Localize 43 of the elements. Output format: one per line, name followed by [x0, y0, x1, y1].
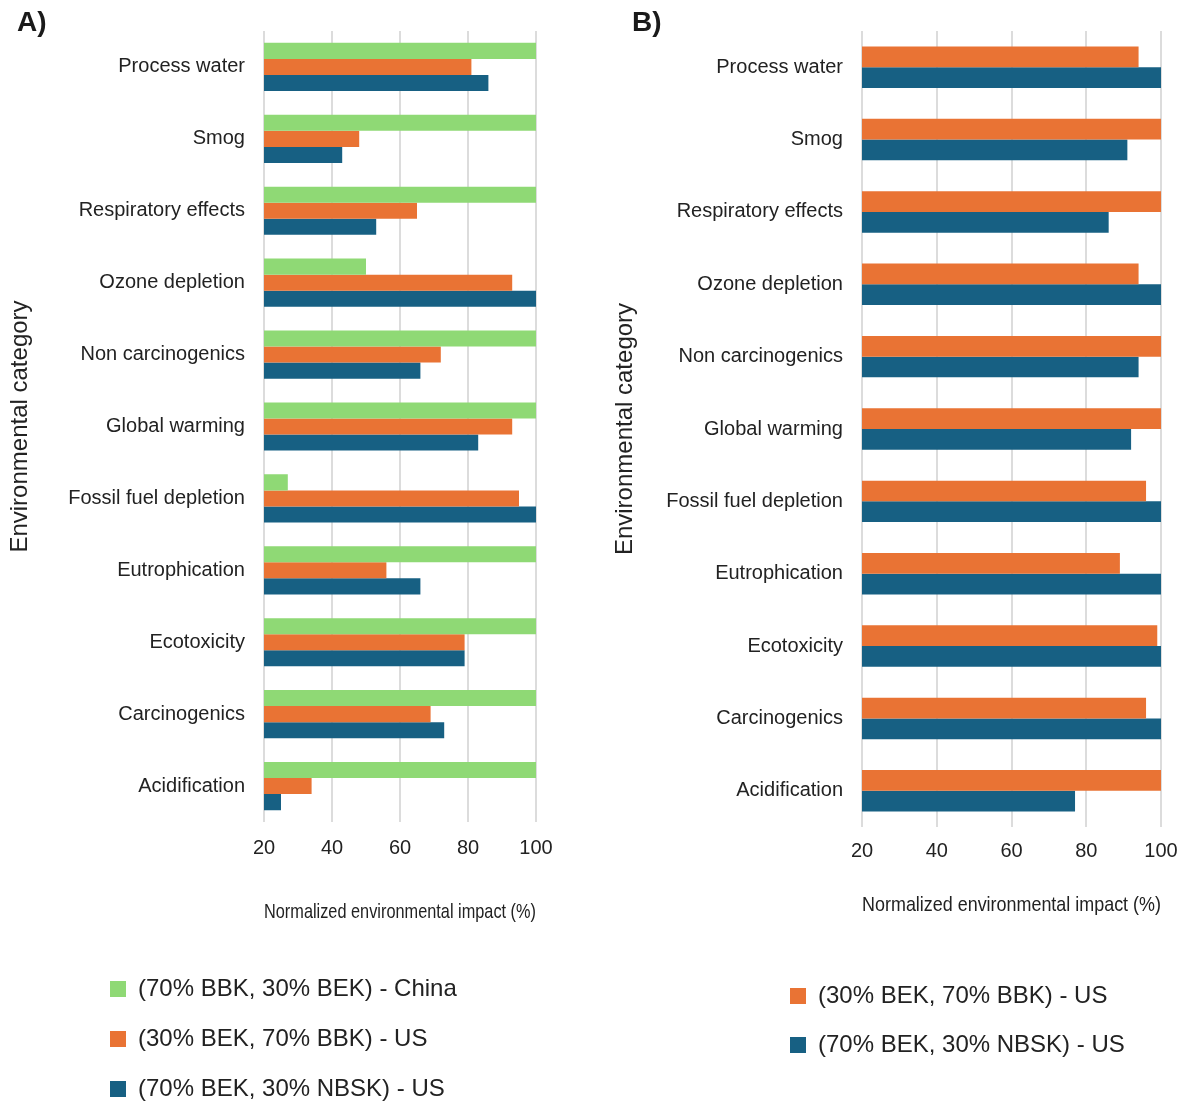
- y-tick-label: Global warming: [704, 416, 843, 439]
- y-tick-label: Eutrophication: [117, 557, 245, 580]
- y-tick-label: Eutrophication: [715, 561, 843, 584]
- y-tick-label: Ozone depletion: [697, 271, 843, 294]
- y-axis-title: Environmental category: [610, 302, 638, 556]
- x-tick-label: 80: [456, 835, 480, 858]
- y-tick-label: Respiratory effects: [676, 199, 843, 222]
- x-axis-title: Normalized environmental impact (%): [264, 898, 536, 922]
- y-tick-label: Non carcinogenics: [80, 342, 245, 365]
- y-tick-label: Ecotoxicity: [747, 633, 843, 656]
- y-tick-label: Acidification: [138, 773, 245, 796]
- x-tick-label: 20: [252, 835, 276, 858]
- x-tick-label: 40: [925, 838, 948, 861]
- y-tick-label: Ozone depletion: [99, 270, 245, 293]
- y-tick-label: Fossil fuel depletion: [666, 488, 843, 511]
- y-axis-title: Environmental category: [5, 300, 33, 553]
- y-tick-label: Carcinogenics: [118, 701, 245, 724]
- legend-label: (70% BEK, 30% NBSK) - US: [138, 1073, 445, 1101]
- x-tick-label: 100: [1144, 838, 1178, 861]
- y-tick-label: Acidification: [736, 778, 843, 801]
- x-tick-label: 60: [1000, 838, 1023, 861]
- legend-label: (70% BEK, 30% NBSK) - US: [818, 1029, 1125, 1057]
- x-axis-title: Normalized environmental impact (%): [862, 892, 1161, 915]
- legend-label: (30% BEK, 70% BBK) - US: [818, 980, 1108, 1008]
- chart-title: B): [632, 6, 662, 37]
- legend-label: (30% BEK, 70% BBK) - US: [138, 1023, 428, 1051]
- x-tick-label: 100: [519, 835, 553, 858]
- text: A): [17, 6, 47, 37]
- y-tick-label: Process water: [716, 54, 844, 77]
- y-tick-label: Ecotoxicity: [149, 629, 245, 652]
- y-tick-label: Non carcinogenics: [678, 344, 843, 367]
- x-tick-label: 20: [850, 838, 874, 861]
- y-tick-label: Smog: [192, 126, 245, 149]
- y-tick-label: Global warming: [106, 414, 245, 437]
- legend-label: (70% BBK, 30% BEK) - China: [138, 973, 458, 1001]
- y-tick-label: Carcinogenics: [716, 705, 843, 728]
- x-tick-label: 60: [388, 835, 412, 858]
- y-tick-label: Respiratory effects: [78, 198, 245, 221]
- x-tick-label: 40: [320, 835, 344, 858]
- x-tick-label: 80: [1075, 838, 1098, 861]
- y-tick-label: Process water: [118, 54, 246, 77]
- y-tick-label: Fossil fuel depletion: [68, 485, 245, 508]
- y-tick-label: Smog: [790, 127, 843, 150]
